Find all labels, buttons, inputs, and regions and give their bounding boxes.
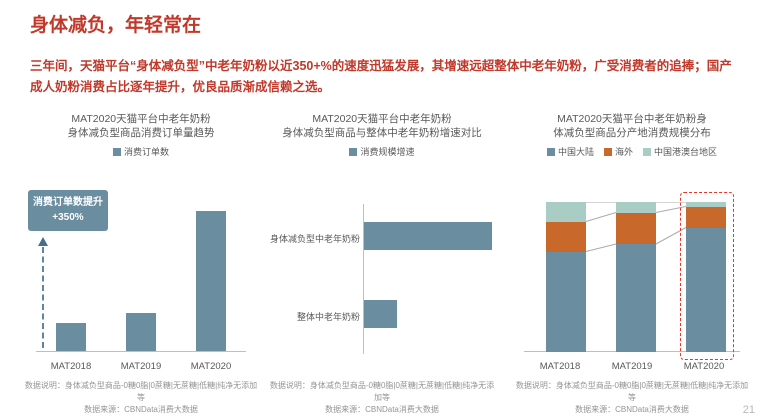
chart-title-line2: 体减负型商品分产地消费规模分布 bbox=[553, 127, 711, 140]
legend-swatch-overseas bbox=[603, 147, 612, 156]
chart-legend: 中国大陆 海外 中国港澳台地区 bbox=[512, 145, 752, 158]
legend-label: 海外 bbox=[614, 147, 633, 158]
legend-swatch-blue bbox=[349, 147, 358, 156]
stack-segment bbox=[686, 227, 726, 353]
stack-segment bbox=[616, 212, 656, 245]
chart-notes: 数据说明：身体减负型商品-0糖0脂|0蔗糖|无蔗糖|低糖|纯净无添加等 数据来源… bbox=[24, 380, 258, 416]
chart-order-trend: MAT2020天猫平台中老年奶粉 身体减负型商品消费订单量趋势 消费订单数 消费… bbox=[24, 112, 258, 416]
growth-arrow bbox=[38, 237, 48, 349]
bar-mat2019 bbox=[126, 313, 156, 352]
arrow-up-icon bbox=[38, 237, 48, 247]
legend-swatch-blue bbox=[112, 147, 121, 156]
chart-title-line1: MAT2020天猫平台中老年奶粉 bbox=[312, 113, 452, 125]
x-label: MAT2018 bbox=[50, 361, 92, 373]
x-axis-labels: MAT2018 MAT2019 MAT2020 bbox=[524, 361, 740, 372]
stacked-bar-plot: MAT2018 MAT2019 MAT2020 bbox=[512, 164, 752, 376]
legend-label: 消费规模增速 bbox=[360, 147, 415, 158]
stack-segment bbox=[546, 221, 586, 252]
hbar-plot: 身体减负型中老年奶粉 整体中老年奶粉 bbox=[268, 164, 496, 376]
chart-notes: 数据说明：身体减负型商品-0糖0脂|0蔗糖|无蔗糖|低糖|纯净无添加等 数据来源… bbox=[268, 380, 496, 416]
stacked-bar-mat2020 bbox=[686, 202, 726, 353]
legend-label: 中国港澳台地区 bbox=[654, 147, 718, 158]
stacked-bar-mat2019 bbox=[616, 202, 656, 353]
bar-mat2020 bbox=[196, 211, 226, 352]
x-label: MAT2020 bbox=[190, 361, 232, 373]
bar-mat2018 bbox=[56, 323, 86, 352]
x-label: MAT2019 bbox=[611, 361, 653, 373]
x-label: MAT2018 bbox=[539, 361, 581, 373]
legend-swatch-hmt bbox=[643, 147, 651, 156]
page-title: 身体减负，年轻常在 bbox=[30, 15, 202, 36]
growth-callout: 消费订单数提升+350% bbox=[28, 190, 108, 232]
legend-label: 中国大陆 bbox=[557, 147, 594, 158]
intro-paragraph: 三年间，天猫平台“身体减负型”中老年奶粉以近350+%的速度迅猛发展，其增速远超… bbox=[30, 59, 732, 94]
chart-origin-distribution: MAT2020天猫平台中老年奶粉身 体减负型商品分产地消费规模分布 中国大陆 海… bbox=[512, 112, 752, 416]
chart-title: MAT2020天猫平台中老年奶粉身 体减负型商品分产地消费规模分布 bbox=[512, 112, 752, 140]
chart-notes: 数据说明：身体减负型商品-0糖0脂|0蔗糖|无蔗糖|低糖|纯净无添加等 数据来源… bbox=[512, 380, 752, 416]
data-note: 数据说明：身体减负型商品-0糖0脂|0蔗糖|无蔗糖|低糖|纯净无添加等 bbox=[24, 381, 258, 403]
stacked-bar-mat2018 bbox=[546, 202, 586, 353]
x-label: MAT2019 bbox=[120, 361, 162, 373]
hbar-reduced-burden bbox=[364, 222, 492, 251]
series-connector-lines bbox=[585, 202, 687, 253]
data-note: 数据说明：身体减负型商品-0糖0脂|0蔗糖|无蔗糖|低糖|纯净无添加等 bbox=[515, 381, 749, 403]
category-label: 整体中老年奶粉 bbox=[296, 312, 360, 323]
x-axis-labels: MAT2018 MAT2019 MAT2020 bbox=[36, 361, 246, 372]
stack-segment bbox=[616, 244, 656, 353]
stack-segment bbox=[546, 202, 586, 222]
x-label: MAT2020 bbox=[683, 361, 725, 373]
value-axis-line bbox=[363, 204, 364, 355]
data-source: 数据来源：CBNData消费大数据 bbox=[84, 405, 198, 415]
stack-segment bbox=[616, 202, 656, 213]
chart-title-line2: 身体减负型商品与整体中老年奶粉增速对比 bbox=[282, 127, 482, 140]
chart-legend: 消费规模增速 bbox=[268, 145, 496, 158]
chart-legend: 消费订单数 bbox=[24, 145, 258, 158]
hbar-overall bbox=[364, 300, 397, 329]
highlight-box-mat2020 bbox=[680, 192, 734, 361]
data-source: 数据来源：CBNData消费大数据 bbox=[325, 405, 439, 415]
chart-growth-compare: MAT2020天猫平台中老年奶粉 身体减负型商品与整体中老年奶粉增速对比 消费规… bbox=[268, 112, 496, 416]
stack-segment bbox=[686, 206, 726, 228]
category-label: 身体减负型中老年奶粉 bbox=[269, 234, 360, 245]
legend-swatch-mainland bbox=[546, 147, 555, 156]
chart-title-line2: 身体减负型商品消费订单量趋势 bbox=[67, 127, 215, 140]
data-source: 数据来源：CBNData消费大数据 bbox=[575, 405, 689, 415]
stack-segment bbox=[546, 251, 586, 353]
page-number: 21 bbox=[742, 404, 755, 416]
chart-title: MAT2020天猫平台中老年奶粉 身体减负型商品与整体中老年奶粉增速对比 bbox=[268, 112, 496, 140]
chart-title-line1: MAT2020天猫平台中老年奶粉身 bbox=[557, 113, 707, 125]
data-note: 数据说明：身体减负型商品-0糖0脂|0蔗糖|无蔗糖|低糖|纯净无添加等 bbox=[269, 381, 495, 403]
bar-group bbox=[36, 201, 246, 353]
chart-title-line1: MAT2020天猫平台中老年奶粉 bbox=[71, 113, 211, 125]
legend-label: 消费订单数 bbox=[123, 147, 169, 158]
bar-plot: 消费订单数提升+350% MAT2018 MAT2019 MAT2020 bbox=[24, 164, 258, 376]
chart-title: MAT2020天猫平台中老年奶粉 身体减负型商品消费订单量趋势 bbox=[24, 112, 258, 140]
stack-segment bbox=[686, 202, 726, 207]
